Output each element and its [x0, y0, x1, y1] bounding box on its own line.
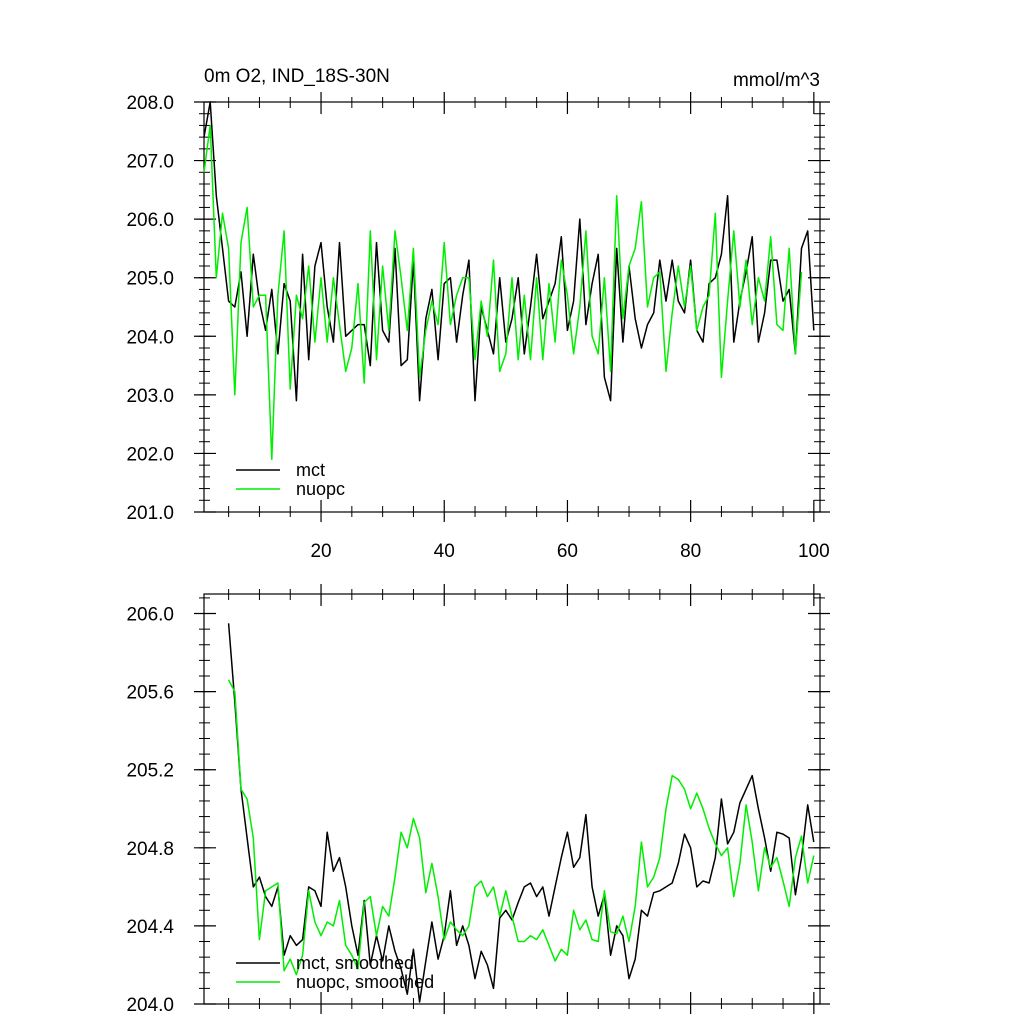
series-lines	[203, 101, 815, 461]
legend-label: mct, smoothed	[296, 953, 414, 973]
y-tick-label: 206.0	[126, 605, 174, 626]
y-tick-label: 206.0	[126, 210, 174, 231]
units-label: mmol/m^3	[733, 70, 820, 91]
series-line-nuopc-smoothed	[227, 679, 815, 976]
x-tick-labels: 20 40 60 80 100	[310, 541, 829, 562]
chart-title: 0m O2, IND_18S-30N	[204, 66, 390, 87]
y-tick-label: 205.2	[126, 761, 174, 782]
series-lines	[227, 623, 815, 1003]
legend-label: mct	[296, 460, 325, 480]
series-line-nuopc	[203, 124, 803, 461]
x-tick-label: 100	[798, 541, 830, 562]
y-tick-label: 205.0	[126, 269, 174, 290]
x-tick-label: 60	[557, 541, 578, 562]
series-line-mct	[203, 101, 815, 402]
y-tick-label: 203.0	[126, 386, 174, 407]
bottom-panel: 204.0 204.4 204.8 205.2 205.6 206.0 mct, smoo…	[126, 584, 830, 1016]
plot-frame	[203, 593, 821, 1005]
top-panel: 0m O2, IND_18S-30N mmol/m^3 201.0202.020…	[126, 66, 830, 562]
y-tick-labels: 201.0 202.0 203.0 204.0 205.0 206.0 207.0 208.0	[126, 93, 174, 524]
tick-marks	[194, 92, 830, 522]
y-tick-labels: 204.0 204.4 204.8 205.2 205.6 206.0	[126, 605, 174, 1016]
x-tick-label: 20	[310, 541, 331, 562]
y-tick-label: 204.0	[126, 327, 174, 348]
y-tick-label: 202.0	[126, 444, 174, 465]
y-tick-label: 204.8	[126, 839, 174, 860]
legend-label: nuopc	[296, 479, 345, 499]
y-tick-label: 204.0	[126, 995, 174, 1016]
x-tick-label: 80	[680, 541, 701, 562]
y-tick-label: 201.0	[126, 503, 174, 524]
y-tick-label: 204.4	[126, 917, 174, 938]
y-tick-label: 208.0	[126, 93, 174, 114]
legend-label: nuopc, smoothed	[296, 972, 434, 992]
y-tick-label: 205.6	[126, 683, 174, 704]
tick-marks	[194, 584, 830, 1014]
plot-frame	[203, 101, 821, 513]
x-tick-label: 40	[434, 541, 455, 562]
y-tick-label: 207.0	[126, 152, 174, 173]
series-line-mct-smoothed	[227, 623, 815, 1003]
